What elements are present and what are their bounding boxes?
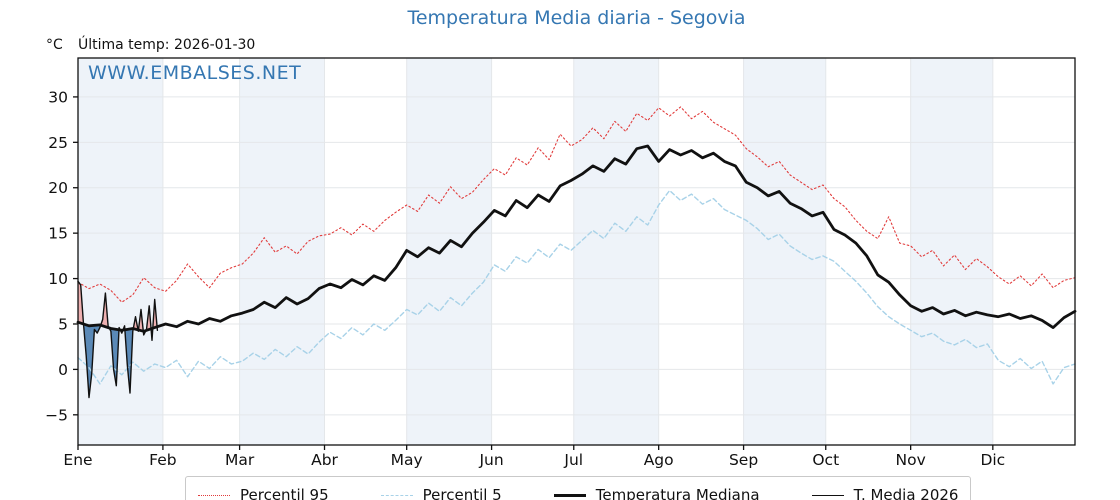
p5-line [77, 189, 1076, 385]
percentil5-line-sample [380, 494, 413, 496]
x-tick-label: Nov [896, 451, 926, 469]
y-tick-label: 30 [48, 88, 68, 106]
mediana-line-sample [553, 493, 586, 497]
percentil95-line-sample [198, 494, 230, 496]
legend-label: Temperatura Mediana [595, 486, 760, 500]
fill-below-median [125, 328, 134, 393]
legend-item-tmedia2026: T. Media 2026 [811, 486, 959, 500]
y-axis-units-label: °C [46, 37, 63, 53]
y-tick-label: 25 [48, 134, 68, 152]
y-tick-label: 20 [48, 179, 68, 197]
p95-line [77, 106, 1076, 303]
t2026-line [77, 280, 159, 399]
x-tick-label: Feb [149, 451, 176, 469]
y-tick-label: 0 [58, 361, 68, 379]
month-band [573, 58, 659, 445]
y-tick-label: 15 [48, 225, 68, 243]
month-band [910, 58, 993, 445]
last-temp-label: Última temp: 2026-01-30 [78, 37, 256, 53]
legend-item-percentil95: Percentil 95 [198, 486, 329, 500]
x-tick-label: Abr [311, 451, 338, 469]
legend-label: Percentil 5 [422, 486, 502, 500]
x-tick-label: Jul [563, 451, 583, 469]
watermark: WWW.EMBALSES.NET [88, 62, 302, 84]
month-band [743, 58, 826, 445]
chart-legend: Percentil 95 Percentil 5 Temperatura Med… [185, 476, 972, 500]
median-line [76, 144, 1077, 333]
legend-label: Percentil 95 [240, 486, 329, 500]
fill-below-median [84, 324, 102, 398]
x-tick-label: Jun [478, 451, 503, 469]
x-tick-label: Ago [644, 451, 674, 469]
x-tick-label: Ene [63, 451, 92, 469]
x-tick-label: Sep [729, 451, 758, 469]
month-band [78, 58, 163, 445]
y-tick-label: 10 [48, 270, 68, 288]
x-tick-label: Oct [812, 451, 839, 469]
month-band [406, 58, 492, 445]
tmedia2026-line-sample [811, 494, 844, 496]
y-tick-label: 5 [58, 315, 68, 333]
chart-title: Temperatura Media diaria - Segovia [407, 7, 746, 29]
legend-label: T. Media 2026 [853, 486, 959, 500]
x-tick-label: Dic [980, 451, 1005, 469]
y-tick-label: −5 [45, 406, 68, 424]
legend-item-percentil5: Percentil 5 [380, 486, 502, 500]
legend-item-mediana: Temperatura Mediana [553, 486, 760, 500]
x-tick-label: May [391, 451, 423, 469]
x-tick-label: Mar [225, 451, 255, 469]
plot-border [77, 57, 1076, 446]
month-band [239, 58, 325, 445]
